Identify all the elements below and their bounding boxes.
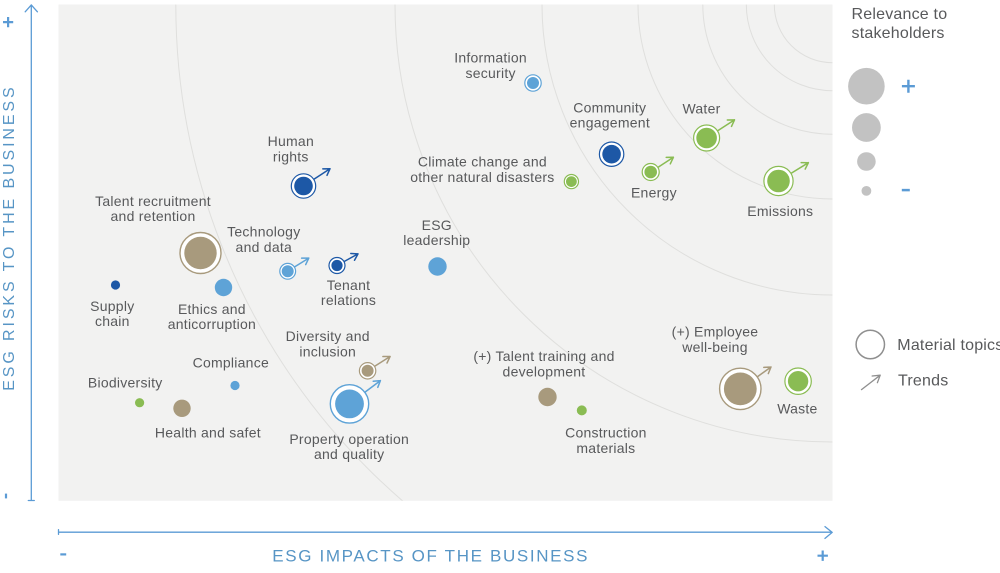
svg-text:Community: Community xyxy=(573,99,646,115)
svg-text:ESG IMPACTS OF THE BUSINESS: ESG IMPACTS OF THE BUSINESS xyxy=(272,547,589,566)
svg-text:development: development xyxy=(503,363,586,379)
svg-text:engagement: engagement xyxy=(570,115,650,131)
svg-text:Health and safet: Health and safet xyxy=(155,425,261,441)
svg-text:anticorruption: anticorruption xyxy=(168,316,256,332)
svg-text:Technology: Technology xyxy=(227,224,300,240)
svg-text:Waste: Waste xyxy=(777,400,817,416)
svg-text:Property operation: Property operation xyxy=(289,431,409,447)
svg-text:Human: Human xyxy=(268,133,314,149)
svg-text:Construction: Construction xyxy=(565,425,647,441)
svg-text:materials: materials xyxy=(576,440,635,456)
svg-text:rights: rights xyxy=(273,148,309,164)
svg-text:Relevance to: Relevance to xyxy=(852,6,948,23)
svg-text:chain: chain xyxy=(95,313,130,329)
svg-text:Talent recruitment: Talent recruitment xyxy=(95,193,211,209)
svg-text:Information: Information xyxy=(454,50,527,66)
svg-text:and quality: and quality xyxy=(314,446,384,462)
svg-text:Energy: Energy xyxy=(631,184,677,200)
svg-text:leadership: leadership xyxy=(403,232,470,248)
svg-text:Emissions: Emissions xyxy=(747,203,813,219)
svg-text:well-being: well-being xyxy=(681,339,748,355)
svg-text:Ethics and: Ethics and xyxy=(178,301,246,317)
svg-text:and data: and data xyxy=(236,239,293,255)
svg-text:stakeholders: stakeholders xyxy=(852,25,945,42)
svg-text:Trends: Trends xyxy=(898,372,948,389)
svg-text:(+) Employee: (+) Employee xyxy=(672,324,759,340)
svg-text:Water: Water xyxy=(682,100,720,116)
svg-text:Tenant: Tenant xyxy=(327,277,371,293)
svg-text:Diversity and: Diversity and xyxy=(286,328,370,344)
svg-text:ESG: ESG xyxy=(422,217,452,233)
svg-text:and retention: and retention xyxy=(111,208,196,224)
svg-text:Compliance: Compliance xyxy=(193,355,269,371)
svg-text:(+) Talent training and: (+) Talent training and xyxy=(473,348,614,364)
svg-text:security: security xyxy=(465,65,515,81)
svg-text:Biodiversity: Biodiversity xyxy=(88,375,163,391)
svg-text:relations: relations xyxy=(321,292,376,308)
svg-text:Material topics: Material topics xyxy=(897,337,1000,354)
svg-text:ESG RISKS TO THE BUSINESS: ESG RISKS TO THE BUSINESS xyxy=(1,84,18,390)
svg-text:inclusion: inclusion xyxy=(299,343,356,359)
svg-text:other natural disasters: other natural disasters xyxy=(410,169,554,185)
svg-text:Supply: Supply xyxy=(90,298,134,314)
svg-text:Climate change and: Climate change and xyxy=(418,154,547,170)
